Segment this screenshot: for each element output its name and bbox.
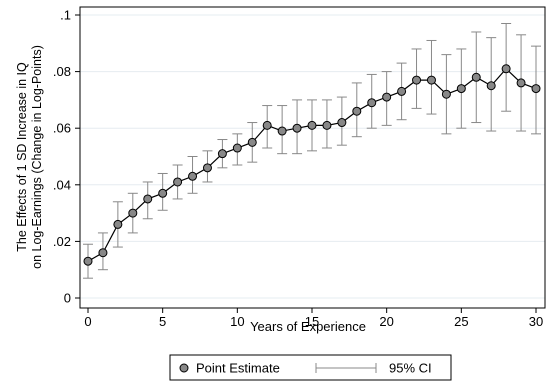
y-tick-label: .06 [53,121,71,136]
x-tick-label: 0 [84,314,91,329]
x-tick-label: 30 [529,314,543,329]
estimate-point [217,149,227,159]
estimate-point [158,188,168,198]
y-axis-label-line-1: The Effects of 1 SD Increase in IQ [15,62,29,252]
estimate-point [292,123,302,133]
x-tick-label: 15 [305,314,319,329]
estimate-point [277,126,287,136]
estimate-point [322,120,332,130]
legend-point-marker [179,363,189,373]
estimate-point [352,106,362,116]
estimate-point [98,248,108,258]
x-tick-label: 10 [230,314,244,329]
estimate-point [397,86,407,96]
y-tick-label: .02 [53,234,71,249]
estimate-point [232,143,242,153]
estimate-point [426,75,436,85]
x-axis-label: Years of Experience [250,319,366,334]
estimate-point [441,89,451,99]
estimate-point [307,120,317,130]
y-tick-label: 0 [64,291,71,306]
estimate-point [83,256,93,266]
estimate-point [516,78,526,88]
x-tick-label: 5 [159,314,166,329]
estimate-point [173,177,183,187]
estimate-point [486,81,496,91]
y-tick-label: .1 [60,8,71,23]
estimate-point [128,208,138,218]
estimate-point [202,163,212,173]
estimate-point [367,98,377,108]
legend-point-label: Point Estimate [196,361,280,376]
estimate-point [531,84,541,94]
axes: 0 .02 .04 .06 .08 .1 0 5 10 15 20 25 30 [53,6,546,329]
x-tick-label: 20 [379,314,393,329]
legend-ci-label: 95% CI [389,361,432,376]
estimate-point [382,92,392,102]
estimate-point [143,194,153,204]
estimate-point [412,75,422,85]
x-tick-label: 25 [454,314,468,329]
legend: Point Estimate 95% CI [169,354,452,381]
estimate-point [247,137,257,147]
legend-box [169,354,452,381]
y-tick-label: .04 [53,177,71,192]
estimate-point [337,118,347,128]
estimate-point [471,72,481,82]
estimate-points [83,64,541,266]
estimate-point [456,84,466,94]
estimate-point [501,64,511,74]
estimate-point [188,171,198,181]
estimate-point [113,219,123,229]
estimate-point [262,120,272,130]
y-tick-label: .08 [53,64,71,79]
y-axis-label-line-2: on Log-Earnings (Change in Log-Points) [30,45,44,269]
